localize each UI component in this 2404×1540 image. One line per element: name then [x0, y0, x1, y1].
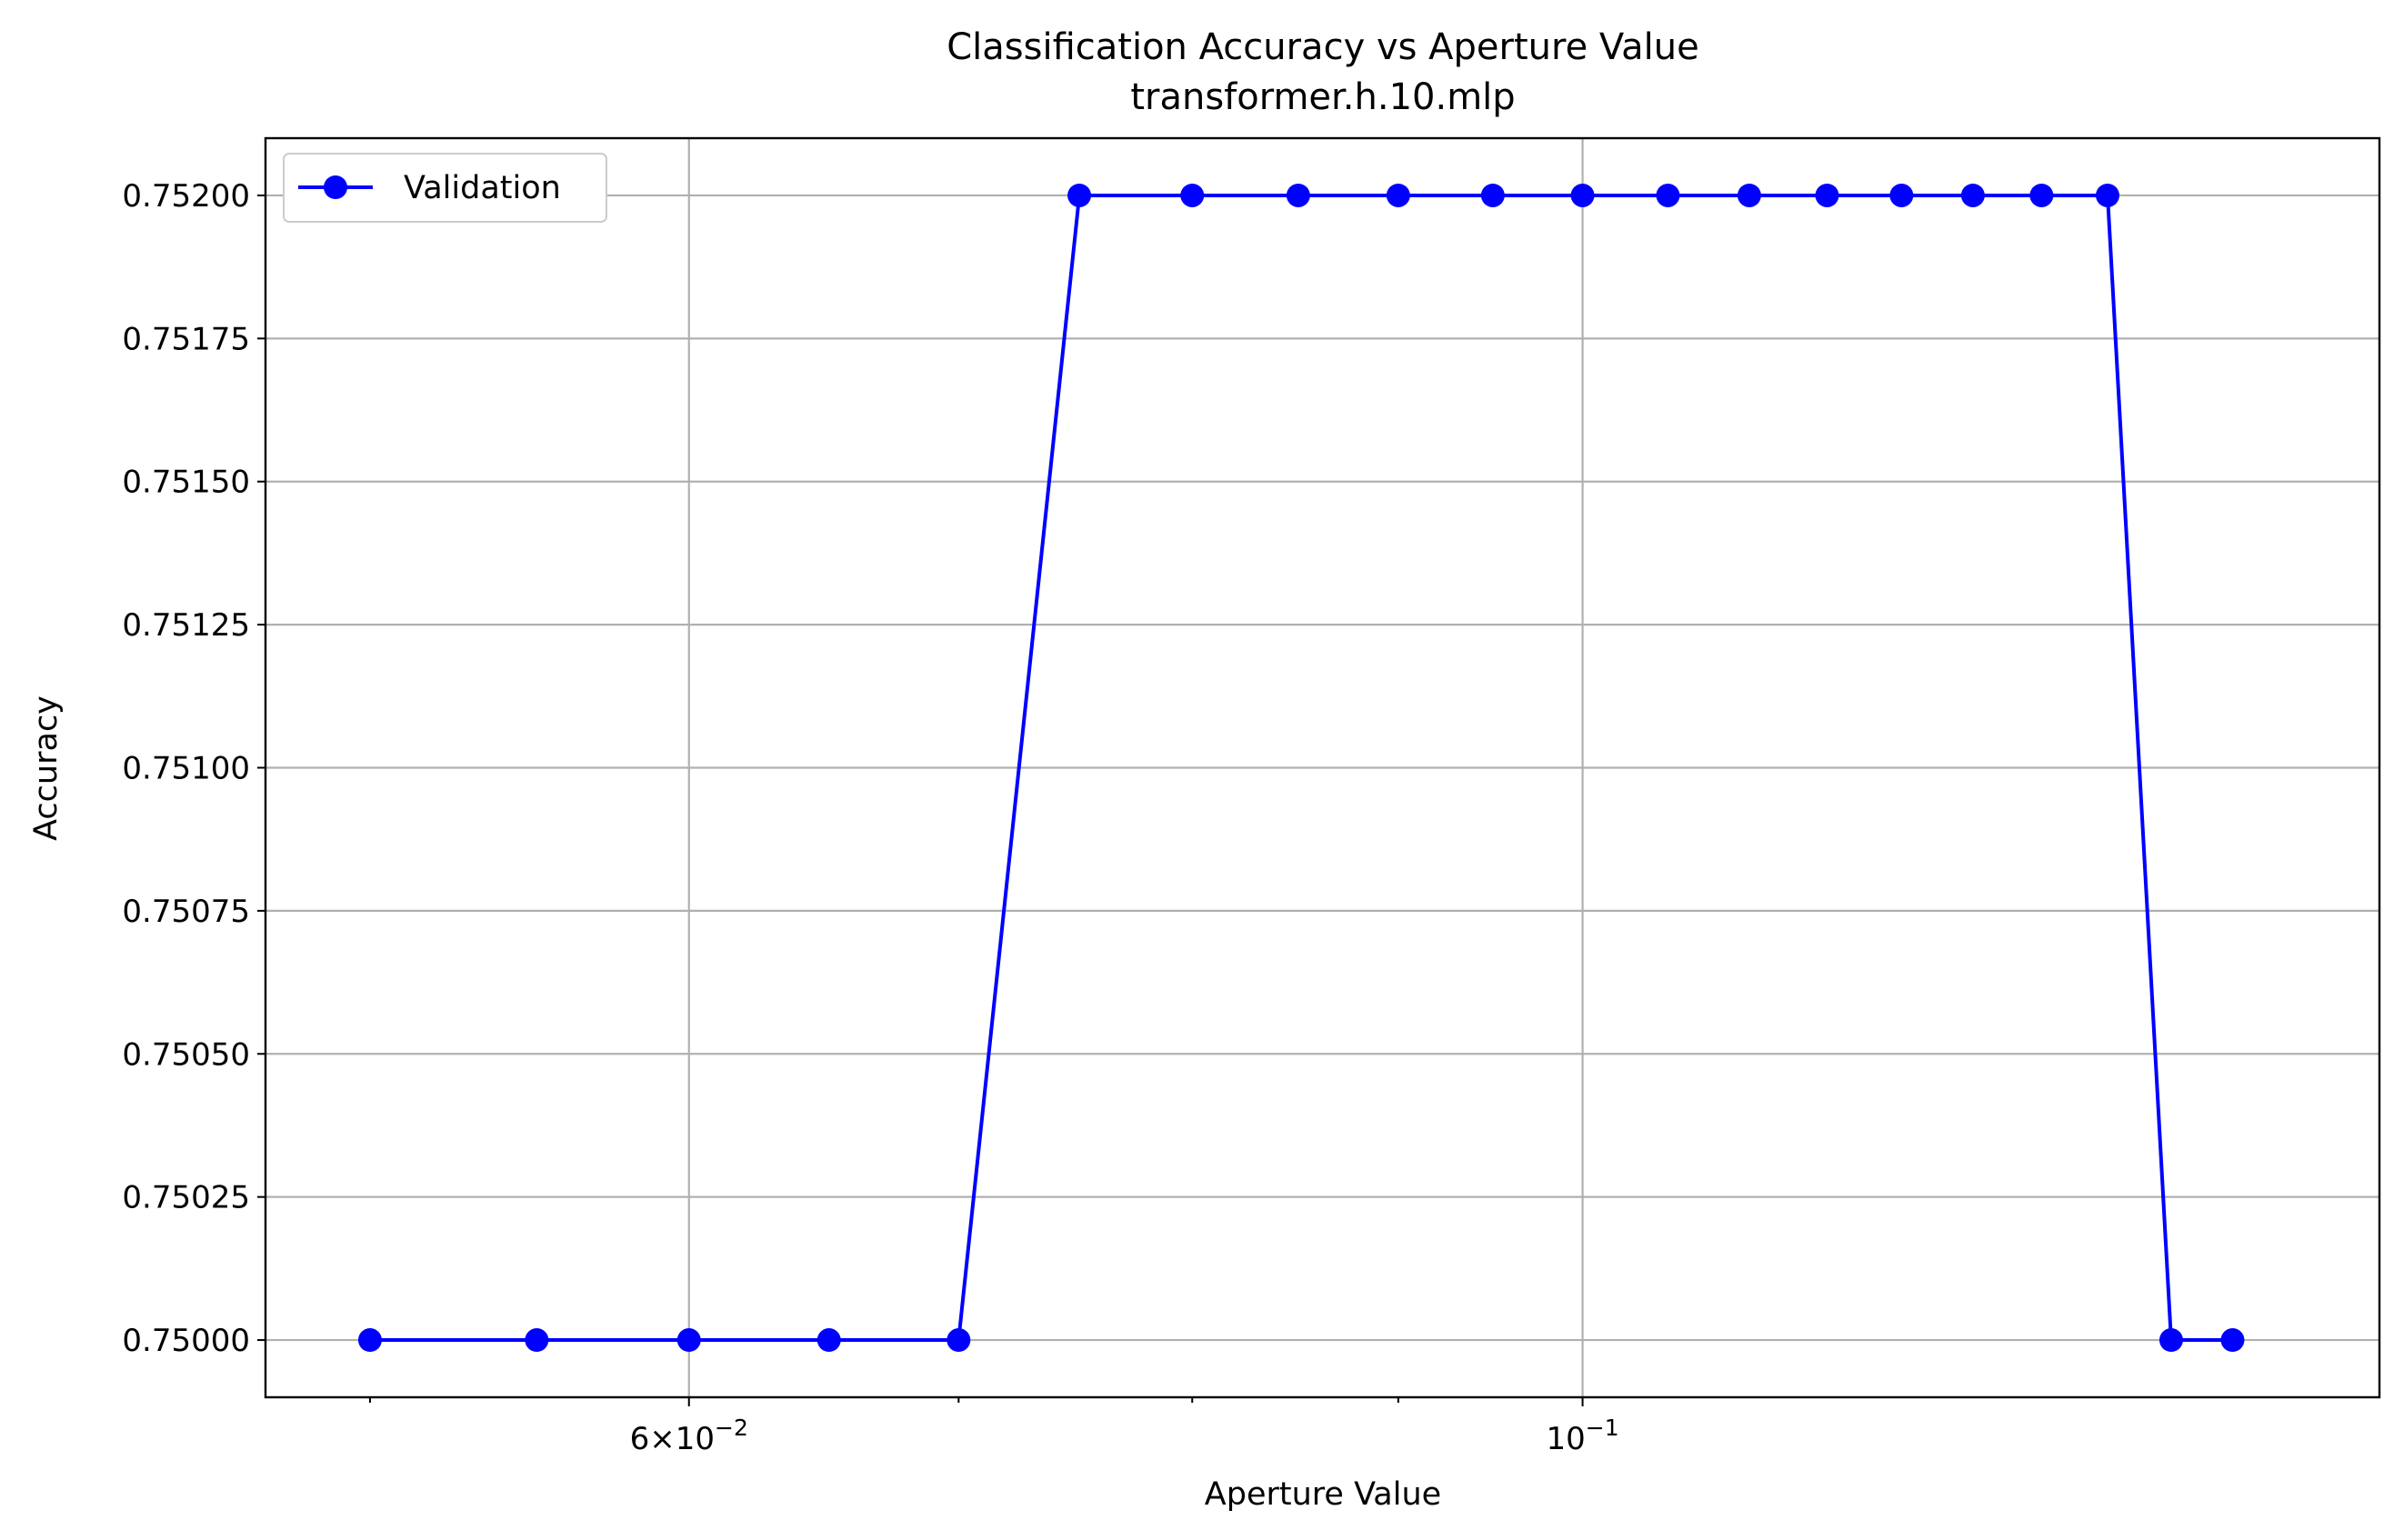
y-tick-label: 0.75125: [122, 607, 250, 644]
plot-frame: [264, 136, 2381, 1399]
y-tick-label: 0.75000: [122, 1323, 250, 1359]
legend-box: [283, 153, 607, 223]
legend-label-validation: Validation: [404, 170, 561, 206]
grid-lines: [265, 138, 2379, 1397]
data-point: [525, 1328, 549, 1353]
data-point: [1480, 183, 1505, 207]
data-point: [1889, 183, 1914, 207]
data-point: [2159, 1328, 2183, 1353]
data-point: [357, 1328, 382, 1353]
x-tick-label: 10−1: [1547, 1415, 1619, 1457]
y-axis-label: Accuracy: [28, 695, 65, 841]
legend: Validation: [283, 153, 607, 223]
chart-subtitle: transformer.h.10.mlp: [1130, 76, 1515, 118]
data-point: [676, 1328, 701, 1353]
data-point: [2220, 1328, 2245, 1353]
data-point: [947, 1328, 971, 1353]
data-point: [1656, 183, 1680, 207]
y-tick-label: 0.75175: [122, 321, 250, 357]
legend-marker-validation: [324, 175, 347, 199]
data-point: [2095, 183, 2119, 207]
data-point: [2029, 183, 2054, 207]
data-point: [1960, 183, 1985, 207]
data-point: [1286, 183, 1310, 207]
data-point: [1180, 183, 1205, 207]
data-point: [1386, 183, 1410, 207]
data-point: [1067, 183, 1092, 207]
x-axis-ticks: 6×10−2 10−1: [368, 1397, 1619, 1457]
y-tick-label: 0.75075: [122, 894, 250, 930]
data-point: [1737, 183, 1761, 207]
x-tick-label: 6×10−2: [630, 1415, 748, 1457]
series-layer: [357, 183, 2245, 1353]
x-axis-label: Aperture Value: [1205, 1476, 1441, 1513]
y-tick-label: 0.75050: [122, 1036, 250, 1073]
y-tick-label: 0.75200: [122, 178, 250, 215]
data-point: [816, 1328, 841, 1353]
y-tick-label: 0.75025: [122, 1180, 250, 1216]
y-tick-label: 0.75100: [122, 751, 250, 787]
y-tick-label: 0.75150: [122, 465, 250, 501]
y-axis-ticks: 0.75000 0.75025 0.75050 0.75075 0.75100 0.751…: [122, 178, 265, 1359]
data-point: [1570, 183, 1595, 207]
data-point: [1815, 183, 1839, 207]
chart-title: Classification Accuracy vs Aperture Valu…: [947, 26, 1699, 68]
